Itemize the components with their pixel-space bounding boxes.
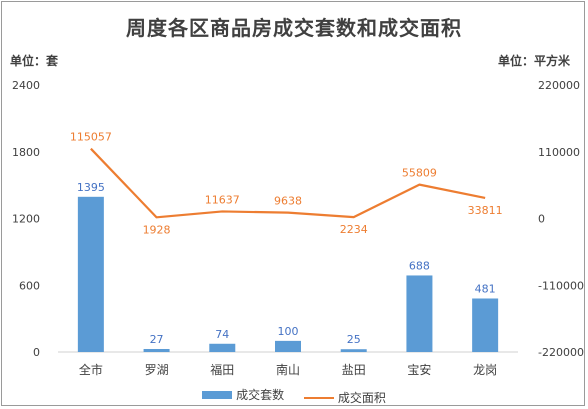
legend-line-swatch bbox=[303, 396, 334, 399]
y-right-tick-label: 220000 bbox=[538, 79, 580, 92]
legend-item-line: 成交面积 bbox=[303, 389, 386, 406]
y-right-tick-label: 0 bbox=[538, 213, 545, 226]
bar-data-label: 25 bbox=[347, 333, 361, 346]
bars-layer bbox=[77, 196, 499, 352]
bar bbox=[143, 348, 170, 352]
right-axis-unit: 单位：平方米 bbox=[497, 54, 570, 68]
x-tick-label: 南山 bbox=[276, 362, 300, 377]
x-tick-label: 福田 bbox=[210, 362, 234, 377]
x-tick-label: 宝安 bbox=[407, 362, 431, 377]
x-tick-label: 龙岗 bbox=[473, 363, 497, 377]
line-data-label: 1928 bbox=[143, 223, 171, 236]
y-left-tick-label: 1200 bbox=[12, 213, 40, 226]
bar bbox=[472, 298, 499, 352]
bar bbox=[340, 349, 367, 352]
legend-bar-label: 成交套数 bbox=[236, 388, 285, 402]
legend-item-bar: 成交套数 bbox=[202, 386, 284, 403]
labels-layer: 1395 27 74 100 25 688 481 115057 1928 11637 9638 22… bbox=[70, 131, 503, 347]
legend-line-label: 成交面积 bbox=[337, 391, 386, 405]
y-left-tick-label: 2400 bbox=[12, 79, 40, 92]
y-right-tick-label: 110000 bbox=[538, 146, 580, 159]
bar-data-label: 100 bbox=[278, 325, 299, 338]
bar bbox=[406, 275, 433, 352]
x-tick-label: 全市 bbox=[79, 362, 103, 377]
bar-data-label: 481 bbox=[475, 282, 496, 295]
line-series bbox=[90, 147, 486, 219]
x-tick-label: 罗湖 bbox=[145, 362, 169, 377]
bar-data-label: 1395 bbox=[77, 181, 105, 194]
line-data-label: 2234 bbox=[340, 223, 368, 236]
line-data-label: 33811 bbox=[468, 204, 503, 217]
bar-data-label: 74 bbox=[215, 328, 229, 341]
y-left-tick-label: 0 bbox=[33, 346, 40, 359]
line-data-label: 115057 bbox=[70, 131, 112, 144]
left-axis-unit: 单位：套 bbox=[10, 54, 59, 68]
line-layer bbox=[90, 147, 486, 219]
legend: 成交套数 成交面积 bbox=[0, 386, 588, 406]
axes-layer: 0 600 1200 1800 2400 -220000 -110000 0 110000 220… bbox=[12, 79, 584, 377]
chart-title: 周度各区商品房成交套数和成交面积 bbox=[126, 16, 462, 40]
y-left-tick-label: 1800 bbox=[12, 146, 40, 159]
bar bbox=[209, 343, 236, 352]
line-data-label: 55809 bbox=[402, 167, 437, 180]
bar bbox=[275, 340, 301, 352]
bar-data-label: 27 bbox=[150, 333, 164, 346]
x-tick-label: 盐田 bbox=[342, 363, 366, 377]
y-left-tick-label: 600 bbox=[19, 279, 40, 292]
line-data-label: 11637 bbox=[205, 193, 240, 206]
bar bbox=[77, 196, 104, 352]
y-right-tick-label: -110000 bbox=[538, 279, 584, 292]
y-right-tick-label: -220000 bbox=[538, 346, 584, 359]
legend-bar-swatch bbox=[202, 390, 233, 399]
bar-data-label: 688 bbox=[409, 259, 430, 272]
line-data-label: 9638 bbox=[274, 195, 302, 208]
